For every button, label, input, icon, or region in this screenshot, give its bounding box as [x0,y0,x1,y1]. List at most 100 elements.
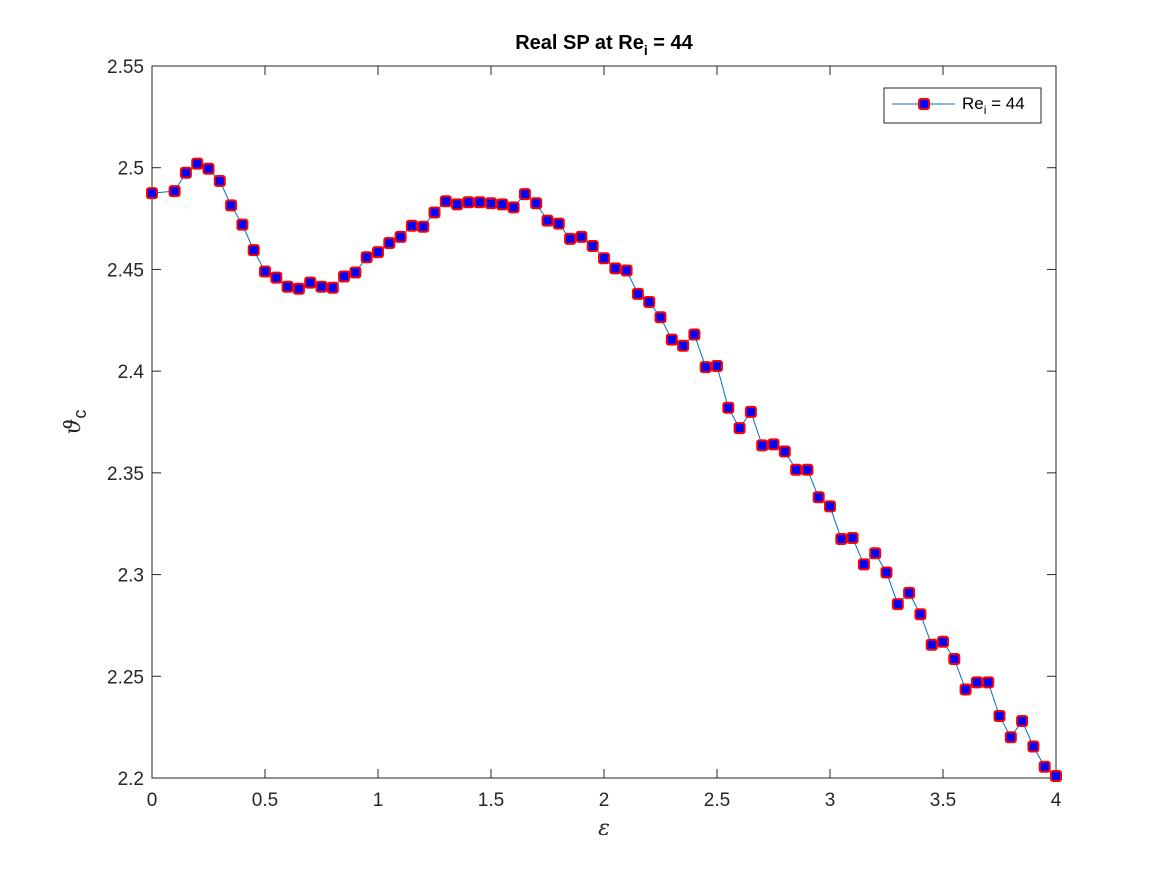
data-point [349,266,362,279]
data-point [270,271,283,284]
data-point [247,244,260,257]
data-point [541,214,554,227]
x-tick-label: 4 [1051,790,1062,811]
data-series [146,157,1062,782]
chart-title-main: Real SP at Re [515,32,644,54]
data-point [394,230,407,243]
data-point [360,251,373,264]
data-point [778,445,791,458]
data-point [925,638,938,651]
data-point [970,676,983,689]
data-point [1038,760,1051,773]
data-point [824,500,836,513]
data-point [451,198,464,211]
data-point [191,157,204,170]
y-tick-label: 2.35 [107,464,144,485]
data-point [439,195,452,208]
data-point [1016,715,1029,728]
data-point [383,236,396,249]
data-point [722,401,735,414]
data-point [835,532,848,545]
x-tick-label: 2 [599,790,610,811]
y-tick-label: 2.25 [107,667,144,688]
data-point [146,187,158,200]
data-point [496,198,509,211]
data-point [225,199,238,212]
y-tick-label: 2.4 [118,362,145,383]
data-point [405,219,418,232]
chart-title-subscript: i [644,42,648,58]
x-tick-label: 3 [825,790,836,811]
data-point [631,287,644,300]
x-tick-label: 0 [147,790,158,811]
data-point [756,439,769,452]
x-axis-label: ε [598,816,610,841]
data-point [744,405,757,418]
data-point [1004,731,1017,744]
data-point [846,531,859,544]
legend-label-suffix: = 44 [986,94,1024,113]
data-point [937,635,949,648]
data-point [699,361,712,374]
x-tick-label: 1 [373,790,384,811]
data-point [665,333,678,346]
legend-label-subscript: i [984,103,987,117]
data-point [598,252,610,265]
data-point [609,262,622,275]
data-point [213,174,226,187]
data-point [1050,769,1062,782]
data-point [733,422,746,435]
data-point [688,328,701,341]
data-point [767,438,780,451]
legend-label: Rei = 44 [962,94,1025,117]
data-point [869,547,882,560]
y-tick-label: 2.3 [118,566,144,587]
x-tick-label: 1.5 [478,790,504,811]
x-tick-label: 3.5 [930,790,956,811]
data-point [575,230,588,243]
x-axis-ticks: 0 0.5 1 1.5 2 2.5 3 3.5 4 [147,66,1062,811]
data-point [518,188,531,201]
data-point [914,608,927,621]
data-point [292,282,305,295]
data-point [530,197,543,210]
x-tick-label: 2.5 [704,790,730,811]
data-point [891,598,904,611]
y-axis-label: ϑc [61,410,90,435]
data-point [552,217,565,230]
data-point [473,196,486,209]
data-point [993,709,1006,722]
legend-label-main: Re [962,94,984,113]
y-tick-label: 2.2 [118,769,144,790]
data-point [654,311,667,324]
data-point [677,339,690,352]
data-point [462,196,475,209]
chart-title-suffix: = 44 [648,32,694,54]
legend: Rei = 44 [883,87,1042,124]
data-point [507,201,520,214]
data-point [259,265,271,278]
data-point [236,218,249,231]
data-point [428,206,441,219]
legend-marker-sample [918,98,930,110]
data-point [643,295,656,308]
data-point [812,491,825,504]
data-point [202,162,215,175]
data-point [485,197,497,210]
y-tick-label: 2.5 [118,159,144,180]
data-point [372,246,384,259]
data-point [982,676,995,689]
data-point [880,566,893,579]
data-point [417,220,430,233]
plot-area [151,65,1057,779]
data-point [620,264,633,277]
data-point [790,463,803,476]
data-point [959,683,972,696]
y-tick-label: 2.45 [107,260,144,281]
chart-title: Real SP at Rei = 44 [515,32,693,58]
data-point [281,280,294,293]
data-point [948,652,961,665]
data-point [586,240,599,253]
